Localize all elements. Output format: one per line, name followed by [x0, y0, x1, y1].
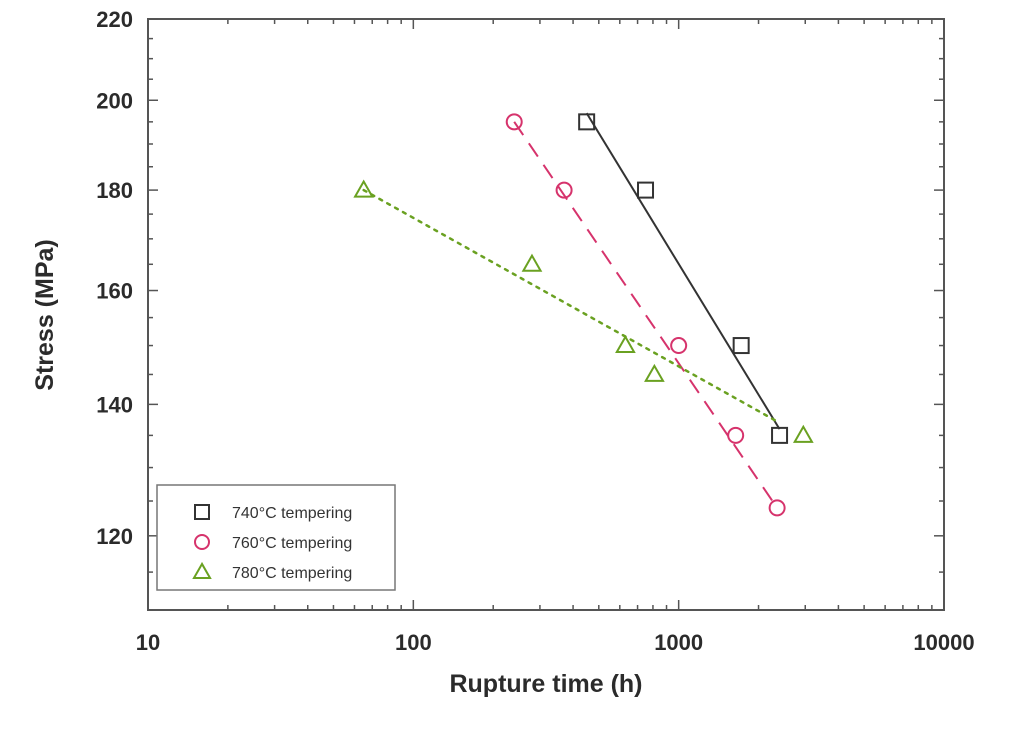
data-point-series-1: [732, 337, 750, 355]
x-tick-label: 100: [395, 630, 432, 655]
legend-label-series-2: 760°C tempering: [232, 535, 352, 552]
data-point-series-2: [768, 499, 786, 517]
data-point-series-1: [637, 181, 655, 199]
data-point-series-1: [578, 113, 596, 131]
data-point-series-3: [353, 179, 375, 198]
x-tick-label: 10: [136, 630, 160, 655]
y-tick-label: 140: [96, 392, 133, 417]
x-axis: 10 100 1000 10000: [136, 19, 975, 655]
fit-line-series-1: [585, 112, 781, 430]
fit-lines: [362, 112, 781, 509]
y-tick-label: 120: [96, 524, 133, 549]
y-tick-label: 220: [96, 7, 133, 32]
legend-marker-series-2: [194, 534, 210, 550]
data-point-series-3: [615, 334, 636, 354]
legend-marker-series-3: [192, 561, 212, 580]
data-point-series-3: [792, 424, 814, 443]
data-point-series-2: [727, 426, 745, 444]
data-point-series-3: [644, 363, 665, 382]
data-point-series-2: [505, 113, 523, 131]
x-tick-label: 10000: [913, 630, 974, 655]
legend-marker-series-1: [194, 504, 210, 520]
legend-label-series-3: 780°C tempering: [232, 565, 352, 582]
data-point-series-3: [521, 253, 543, 272]
y-tick-label: 160: [96, 279, 133, 304]
legend-label-series-1: 740°C tempering: [232, 505, 352, 522]
legend: 740°C tempering 760°C tempering 780°C temp…: [156, 484, 396, 591]
data-point-series-2: [670, 337, 688, 355]
x-tick-label: 1000: [654, 630, 703, 655]
data-point-series-1: [771, 426, 789, 444]
y-axis-title: Stress (MPa): [31, 239, 59, 390]
x-axis-title: Rupture time (h): [449, 670, 642, 698]
data-point-series-2: [555, 181, 573, 199]
data-markers: [353, 113, 814, 517]
y-tick-label: 180: [96, 178, 133, 203]
y-tick-label: 200: [96, 88, 133, 113]
fit-line-series-3: [362, 188, 781, 425]
y-axis: 120 140 160 180 200 220: [96, 7, 944, 611]
